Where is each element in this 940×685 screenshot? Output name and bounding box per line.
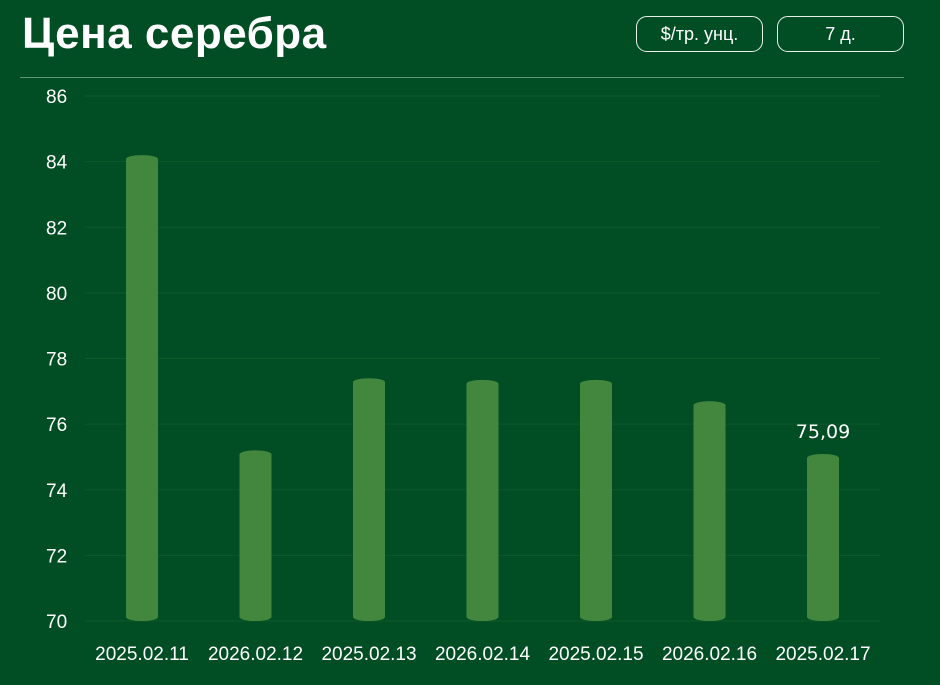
x-tick-label: 2025.02.15 [548, 644, 643, 665]
x-tick-label: 2025.02.17 [775, 644, 870, 665]
x-tick-label: 2025.02.13 [321, 644, 416, 665]
bar [466, 379, 499, 621]
y-axis-ticks: 70 72 74 76 78 80 82 84 86 [46, 87, 68, 633]
bar [126, 155, 158, 621]
unit-selector-button[interactable]: $/тр. унц. [636, 16, 763, 52]
header-divider [20, 77, 904, 78]
x-tick-label: 2025.02.11 [95, 644, 189, 665]
period-selector-button[interactable]: 7 д. [777, 16, 904, 52]
x-tick-label: 2026.02.16 [662, 644, 757, 665]
bar [693, 401, 726, 621]
bar [239, 450, 272, 621]
y-tick-label: 80 [46, 284, 67, 305]
y-tick-label: 78 [46, 350, 67, 371]
bar [580, 379, 612, 621]
y-tick-label: 72 [46, 546, 67, 567]
x-axis-labels: 2025.02.11 2026.02.12 2025.02.13 2026.02.14… [95, 644, 870, 665]
y-tick-label: 84 [46, 153, 68, 174]
bars [126, 155, 839, 621]
data-labels: 75,09 [796, 421, 850, 443]
data-label: 75,09 [796, 421, 850, 443]
x-tick-label: 2026.02.12 [208, 644, 303, 665]
y-tick-label: 70 [46, 612, 67, 633]
bar [807, 453, 839, 621]
y-tick-label: 74 [46, 481, 68, 502]
y-tick-label: 82 [46, 218, 67, 239]
x-tick-label: 2026.02.14 [435, 644, 531, 665]
y-tick-label: 76 [46, 415, 67, 436]
bar [353, 378, 385, 621]
y-tick-label: 86 [46, 87, 67, 108]
page-title: Цена серебра [22, 9, 327, 58]
